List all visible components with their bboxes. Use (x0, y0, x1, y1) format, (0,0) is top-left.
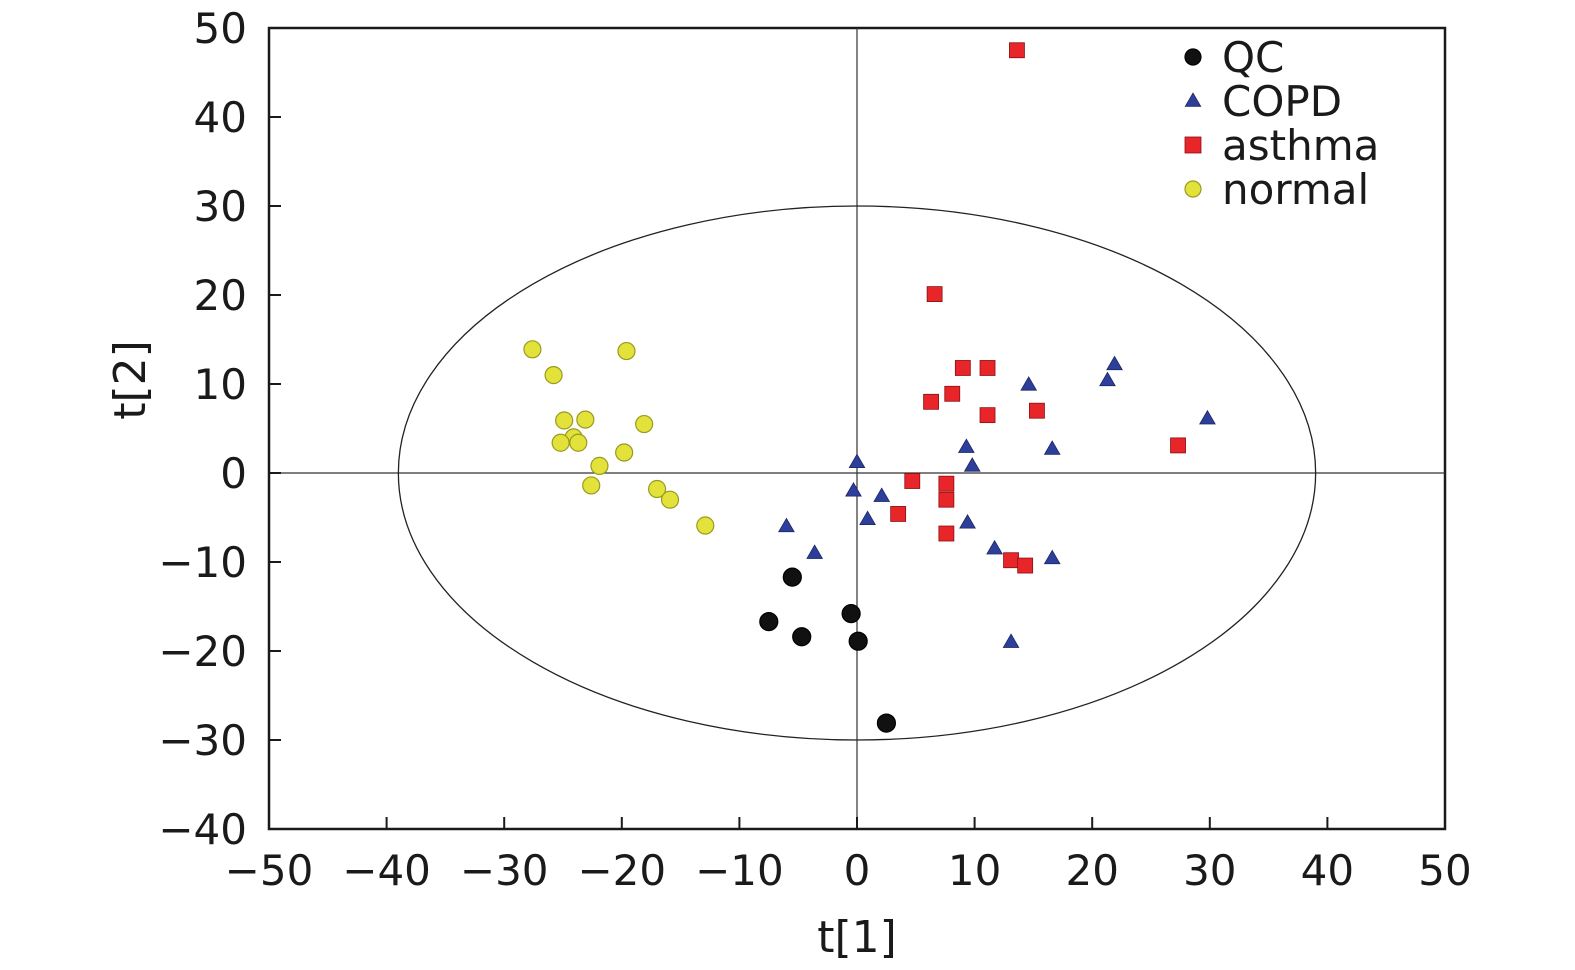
copd-point (1199, 409, 1216, 425)
asthma-point (938, 491, 955, 508)
normal-point (590, 456, 609, 475)
normal-point (635, 414, 654, 434)
asthma-point (938, 475, 955, 492)
asthma-point (944, 385, 961, 402)
qc-point (876, 713, 897, 733)
asthma-point (979, 407, 996, 424)
qc-point (848, 631, 868, 651)
normal-point (523, 340, 542, 359)
legend-marker-qc (1184, 48, 1202, 66)
plot-area: −50 −40 −30 −20 −10 0 10 20 30 40 50−40−30−20−1001… (158, 4, 1471, 895)
y-axis-title: t[2] (105, 340, 156, 420)
normal-point (647, 479, 667, 499)
normal-point (544, 366, 563, 385)
asthma-point (923, 393, 939, 410)
asthma-point (954, 360, 971, 376)
legend-label-copd: COPD (1222, 77, 1342, 126)
legend-marker-copd (1184, 92, 1202, 107)
x-tick-label: −10 (695, 846, 784, 895)
copd-point (1099, 371, 1116, 387)
normal-point (617, 341, 636, 361)
qc-point (841, 604, 861, 624)
x-tick-label: 40 (1301, 846, 1354, 895)
asthma-point (979, 360, 996, 376)
asthma-point (1170, 437, 1186, 454)
x-axis-title: t[1] (817, 912, 897, 963)
qc-point (759, 612, 779, 632)
y-tick-label: −10 (158, 538, 247, 587)
y-tick-label: 0 (220, 449, 247, 498)
legend-label-asthma: asthma (1222, 121, 1379, 170)
copd-point (1020, 376, 1038, 391)
normal-point (696, 516, 715, 535)
x-tick-label: −50 (225, 846, 314, 895)
normal-point (569, 433, 588, 452)
copd-point (963, 457, 981, 472)
asthma-point (926, 286, 943, 303)
normal-point (582, 476, 601, 495)
legend-marker-normal (1184, 180, 1202, 198)
asthma-point (938, 525, 955, 542)
y-tick-label: 40 (194, 93, 247, 142)
normal-point (576, 410, 595, 429)
copd-point (1043, 440, 1061, 455)
y-tick-label: −40 (158, 805, 247, 854)
asthma-point (1029, 402, 1045, 419)
copd-point (957, 438, 975, 453)
legend-label-normal: normal (1222, 165, 1369, 214)
x-tick-label: 30 (1183, 846, 1236, 895)
x-tick-label: −30 (460, 846, 549, 895)
x-tick-label: 10 (948, 846, 1001, 895)
copd-point (845, 482, 862, 497)
copd-point (1043, 549, 1061, 565)
normal-point (551, 433, 570, 452)
y-tick-label: 10 (194, 360, 247, 409)
copd-point (959, 514, 976, 529)
y-tick-label: 30 (194, 182, 247, 231)
x-tick-label: 0 (844, 846, 871, 895)
x-tick-label: −40 (342, 846, 431, 895)
y-tick-label: 50 (194, 4, 247, 53)
y-tick-label: −30 (158, 716, 247, 765)
asthma-point (904, 473, 921, 489)
legend-label-qc: QC (1222, 33, 1284, 82)
y-tick-label: −20 (158, 627, 247, 676)
qc-point (782, 567, 802, 587)
normal-point (555, 411, 574, 430)
asthma-point (1003, 552, 1019, 569)
copd-point (1106, 355, 1123, 371)
copd-point (1002, 633, 1020, 648)
legend-marker-asthma (1184, 136, 1202, 154)
copd-point (873, 487, 891, 502)
x-tick-label: −20 (577, 846, 666, 895)
copd-point (778, 517, 795, 533)
asthma-point (890, 506, 907, 522)
normal-point (615, 443, 634, 462)
y-tick-label: 20 (194, 271, 247, 320)
qc-point (792, 627, 812, 647)
x-tick-label: 20 (1065, 846, 1118, 895)
copd-point (859, 510, 876, 525)
x-tick-label: 50 (1418, 846, 1471, 895)
copd-point (806, 544, 824, 559)
copd-point (848, 453, 866, 469)
asthma-point (1017, 557, 1034, 574)
asthma-point (1009, 42, 1025, 59)
normal-point (660, 490, 680, 509)
confidence-ellipse (397, 205, 1317, 741)
copd-point (986, 539, 1003, 555)
